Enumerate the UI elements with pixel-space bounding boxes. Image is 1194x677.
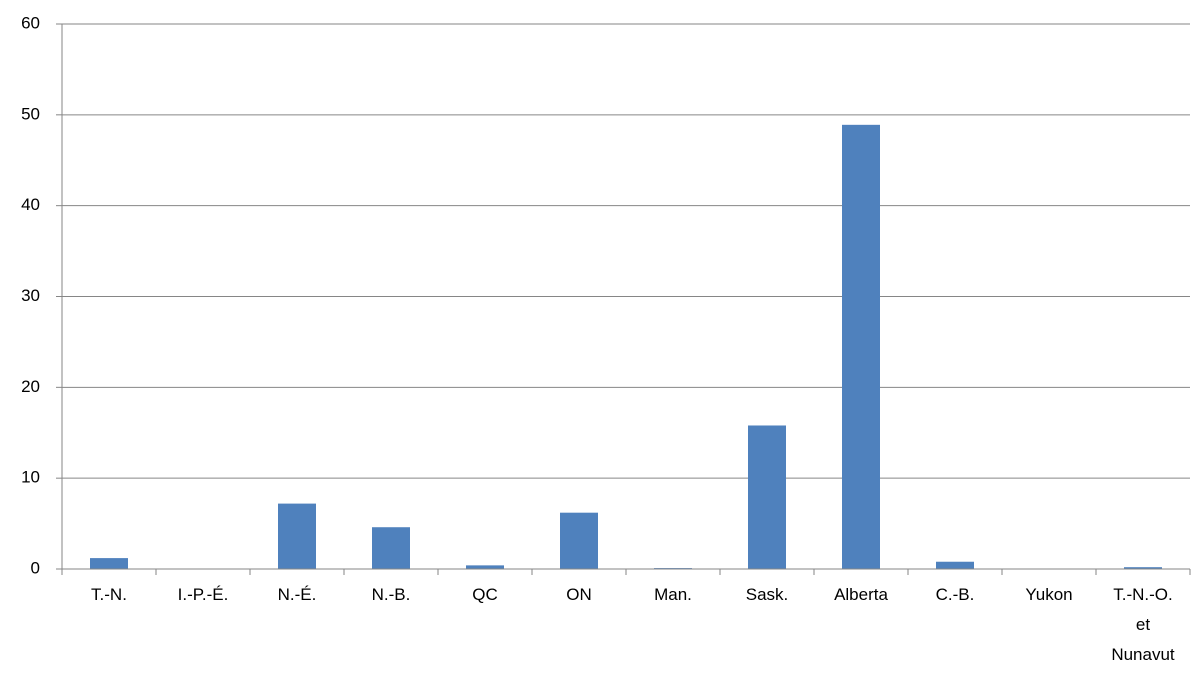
bar — [748, 425, 786, 569]
x-tick-label: Yukon — [1025, 585, 1073, 604]
bar — [90, 558, 128, 569]
x-tick-label: T.-N.-O. et Nunavut — [1111, 585, 1175, 664]
x-tick-label: Man. — [654, 585, 692, 604]
y-tick-label: 10 — [21, 468, 40, 487]
y-tick-label: 60 — [21, 13, 40, 32]
x-tick-label: C.-B. — [935, 585, 975, 604]
y-tick-label: 40 — [21, 195, 40, 214]
y-tick-label: 50 — [21, 104, 40, 123]
y-tick-label: 0 — [31, 558, 40, 577]
bar — [466, 565, 504, 569]
x-tick-label: QC — [472, 585, 498, 604]
x-tick-label: I.-P.-É. — [177, 585, 229, 604]
x-tick-label: Sask. — [745, 585, 789, 604]
bar — [1124, 567, 1162, 569]
bar — [560, 512, 598, 569]
x-tick-label: T.-N. — [91, 585, 127, 604]
bar — [842, 124, 880, 569]
x-tick-label: ON — [566, 585, 592, 604]
bar — [936, 561, 974, 569]
bar — [372, 527, 410, 569]
bar — [278, 503, 316, 569]
x-tick-label: N.-É. — [277, 585, 317, 604]
x-tick-label: Alberta — [834, 585, 888, 604]
y-tick-label: 20 — [21, 377, 40, 396]
x-tick-label: N.-B. — [371, 585, 411, 604]
y-tick-label: 30 — [21, 286, 40, 305]
